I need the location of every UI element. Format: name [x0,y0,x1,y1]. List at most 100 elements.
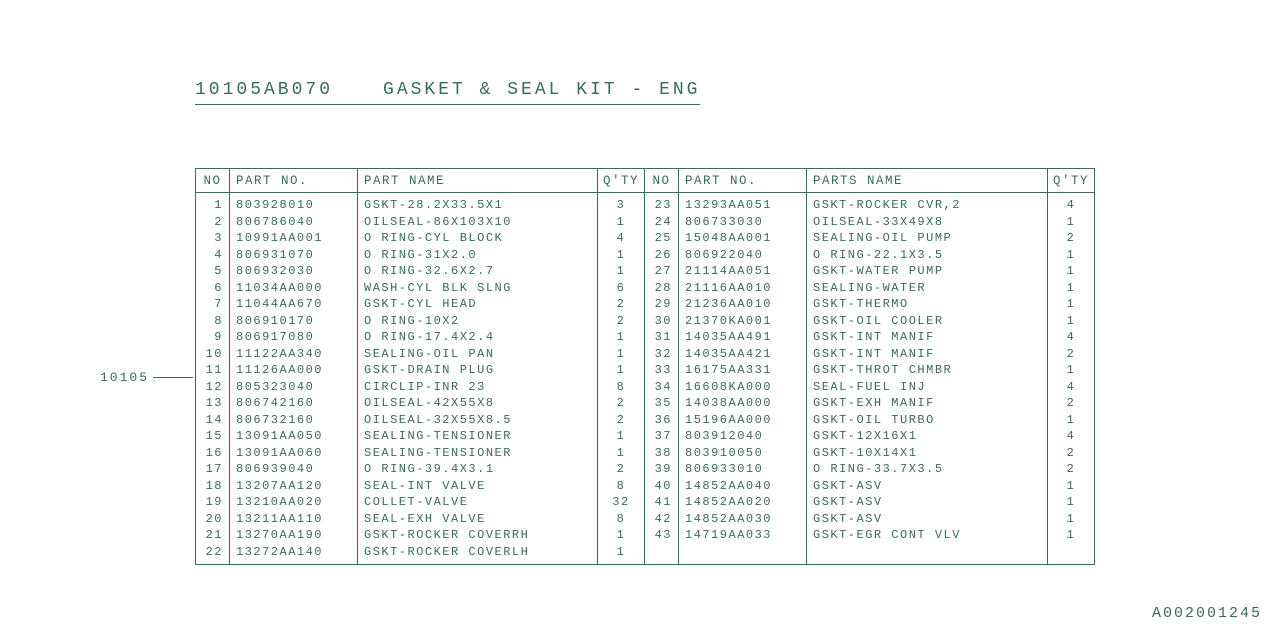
cell-qty: 1 [1048,511,1094,528]
cell-no: 8 [196,313,229,330]
cell-part: 806931070 [230,247,357,264]
cell-part: 806917080 [230,329,357,346]
hdr-part: PART NO. [230,169,357,193]
cell-name: GSKT-ASV [807,511,1047,528]
cell-name: OILSEAL-32X55X8.5 [358,412,597,429]
cell-part: 806733030 [679,214,806,231]
cell-qty: 4 [1048,379,1094,396]
cell-part: 14719AA033 [679,527,806,544]
cell-name: O RING-22.1X3.5 [807,247,1047,264]
callout-line [153,377,193,378]
cell-no: 23 [645,197,678,214]
cell-no: 37 [645,428,678,445]
cell-no: 16 [196,445,229,462]
cell-qty: 1 [598,544,644,561]
cell-part: 13211AA110 [230,511,357,528]
cell-name: COLLET-VALVE [358,494,597,511]
cell-no: 38 [645,445,678,462]
cell-no: 26 [645,247,678,264]
cell-no: 36 [645,412,678,429]
cell-qty: 2 [1048,395,1094,412]
cell-name: SEALING-OIL PUMP [807,230,1047,247]
cell-qty: 1 [1048,214,1094,231]
cell-qty: 1 [1048,478,1094,495]
cell-no: 27 [645,263,678,280]
cell-no: 24 [645,214,678,231]
col-qty-left: Q'TY 31411622111822112832811 [598,169,644,564]
cell-no: 20 [196,511,229,528]
cell-qty: 1 [1048,313,1094,330]
cell-qty: 2 [598,461,644,478]
cell-no: 13 [196,395,229,412]
cell-no: 31 [645,329,678,346]
cell-part: 806732160 [230,412,357,429]
col-part-right: PART NO. 13293AA05180673303015048AA00180… [679,169,807,564]
cell-no: 29 [645,296,678,313]
cell-part: 21114AA051 [679,263,806,280]
cell-part: 16175AA331 [679,362,806,379]
cell-name: GSKT-28.2X33.5X1 [358,197,597,214]
parts-table: NO 12345678910111213141516171819202122 P… [195,168,1095,565]
table-right: NO 2324252627282930313233343536373839404… [645,169,1094,564]
cell-qty: 1 [598,445,644,462]
cell-part: 13272AA140 [230,544,357,561]
cell-no: 43 [645,527,678,544]
cell-name: GSKT-OIL COOLER [807,313,1047,330]
cell-part: 14035AA421 [679,346,806,363]
title-block: 10105AB070 GASKET & SEAL KIT - ENG [195,80,700,105]
cell-qty: 2 [1048,230,1094,247]
cell-part: 15196AA000 [679,412,806,429]
cell-no: 18 [196,478,229,495]
cell-part: 806742160 [230,395,357,412]
cell-qty: 8 [598,379,644,396]
cell-part: 21116AA010 [679,280,806,297]
cell-no: 19 [196,494,229,511]
cell-no: 15 [196,428,229,445]
cell-name: OILSEAL-86X103X10 [358,214,597,231]
cell-no: 41 [645,494,678,511]
cell-name: WASH-CYL BLK SLNG [358,280,597,297]
hdr-no: NO [196,169,229,193]
cell-no: 3 [196,230,229,247]
cell-qty: 1 [1048,296,1094,313]
cell-part: 16608KA000 [679,379,806,396]
cell-name: GSKT-12X16X1 [807,428,1047,445]
cell-qty: 1 [598,527,644,544]
title-line: 10105AB070 GASKET & SEAL KIT - ENG [195,80,700,105]
cell-no: 1 [196,197,229,214]
cell-qty: 1 [598,329,644,346]
hdr-no: NO [645,169,678,193]
cell-name: SEALING-OIL PAN [358,346,597,363]
cell-part: 14035AA491 [679,329,806,346]
cell-no: 39 [645,461,678,478]
title-name: GASKET & SEAL KIT - ENG [383,80,700,100]
cell-name: O RING-17.4X2.4 [358,329,597,346]
cell-name: SEALING-TENSIONER [358,445,597,462]
cell-name: OILSEAL-33X49X8 [807,214,1047,231]
cell-part: 21236AA010 [679,296,806,313]
cell-qty: 1 [598,214,644,231]
cell-no: 5 [196,263,229,280]
cell-qty: 4 [1048,329,1094,346]
cell-part: 806933010 [679,461,806,478]
cell-qty: 1 [1048,494,1094,511]
cell-part: 11034AA000 [230,280,357,297]
cell-name: OILSEAL-42X55X8 [358,395,597,412]
cell-qty: 1 [1048,247,1094,264]
cell-qty: 2 [1048,445,1094,462]
footer-id: A002001245 [1152,605,1262,622]
cell-part: 806939040 [230,461,357,478]
cell-no: 33 [645,362,678,379]
cell-part: 10991AA001 [230,230,357,247]
cell-no: 42 [645,511,678,528]
cell-name: SEALING-WATER [807,280,1047,297]
cell-no: 22 [196,544,229,561]
cell-qty: 1 [598,346,644,363]
cell-part: 803912040 [679,428,806,445]
cell-part: 806922040 [679,247,806,264]
cell-no: 12 [196,379,229,396]
cell-qty: 8 [598,478,644,495]
cell-part: 13091AA050 [230,428,357,445]
cell-no: 17 [196,461,229,478]
cell-no: 30 [645,313,678,330]
